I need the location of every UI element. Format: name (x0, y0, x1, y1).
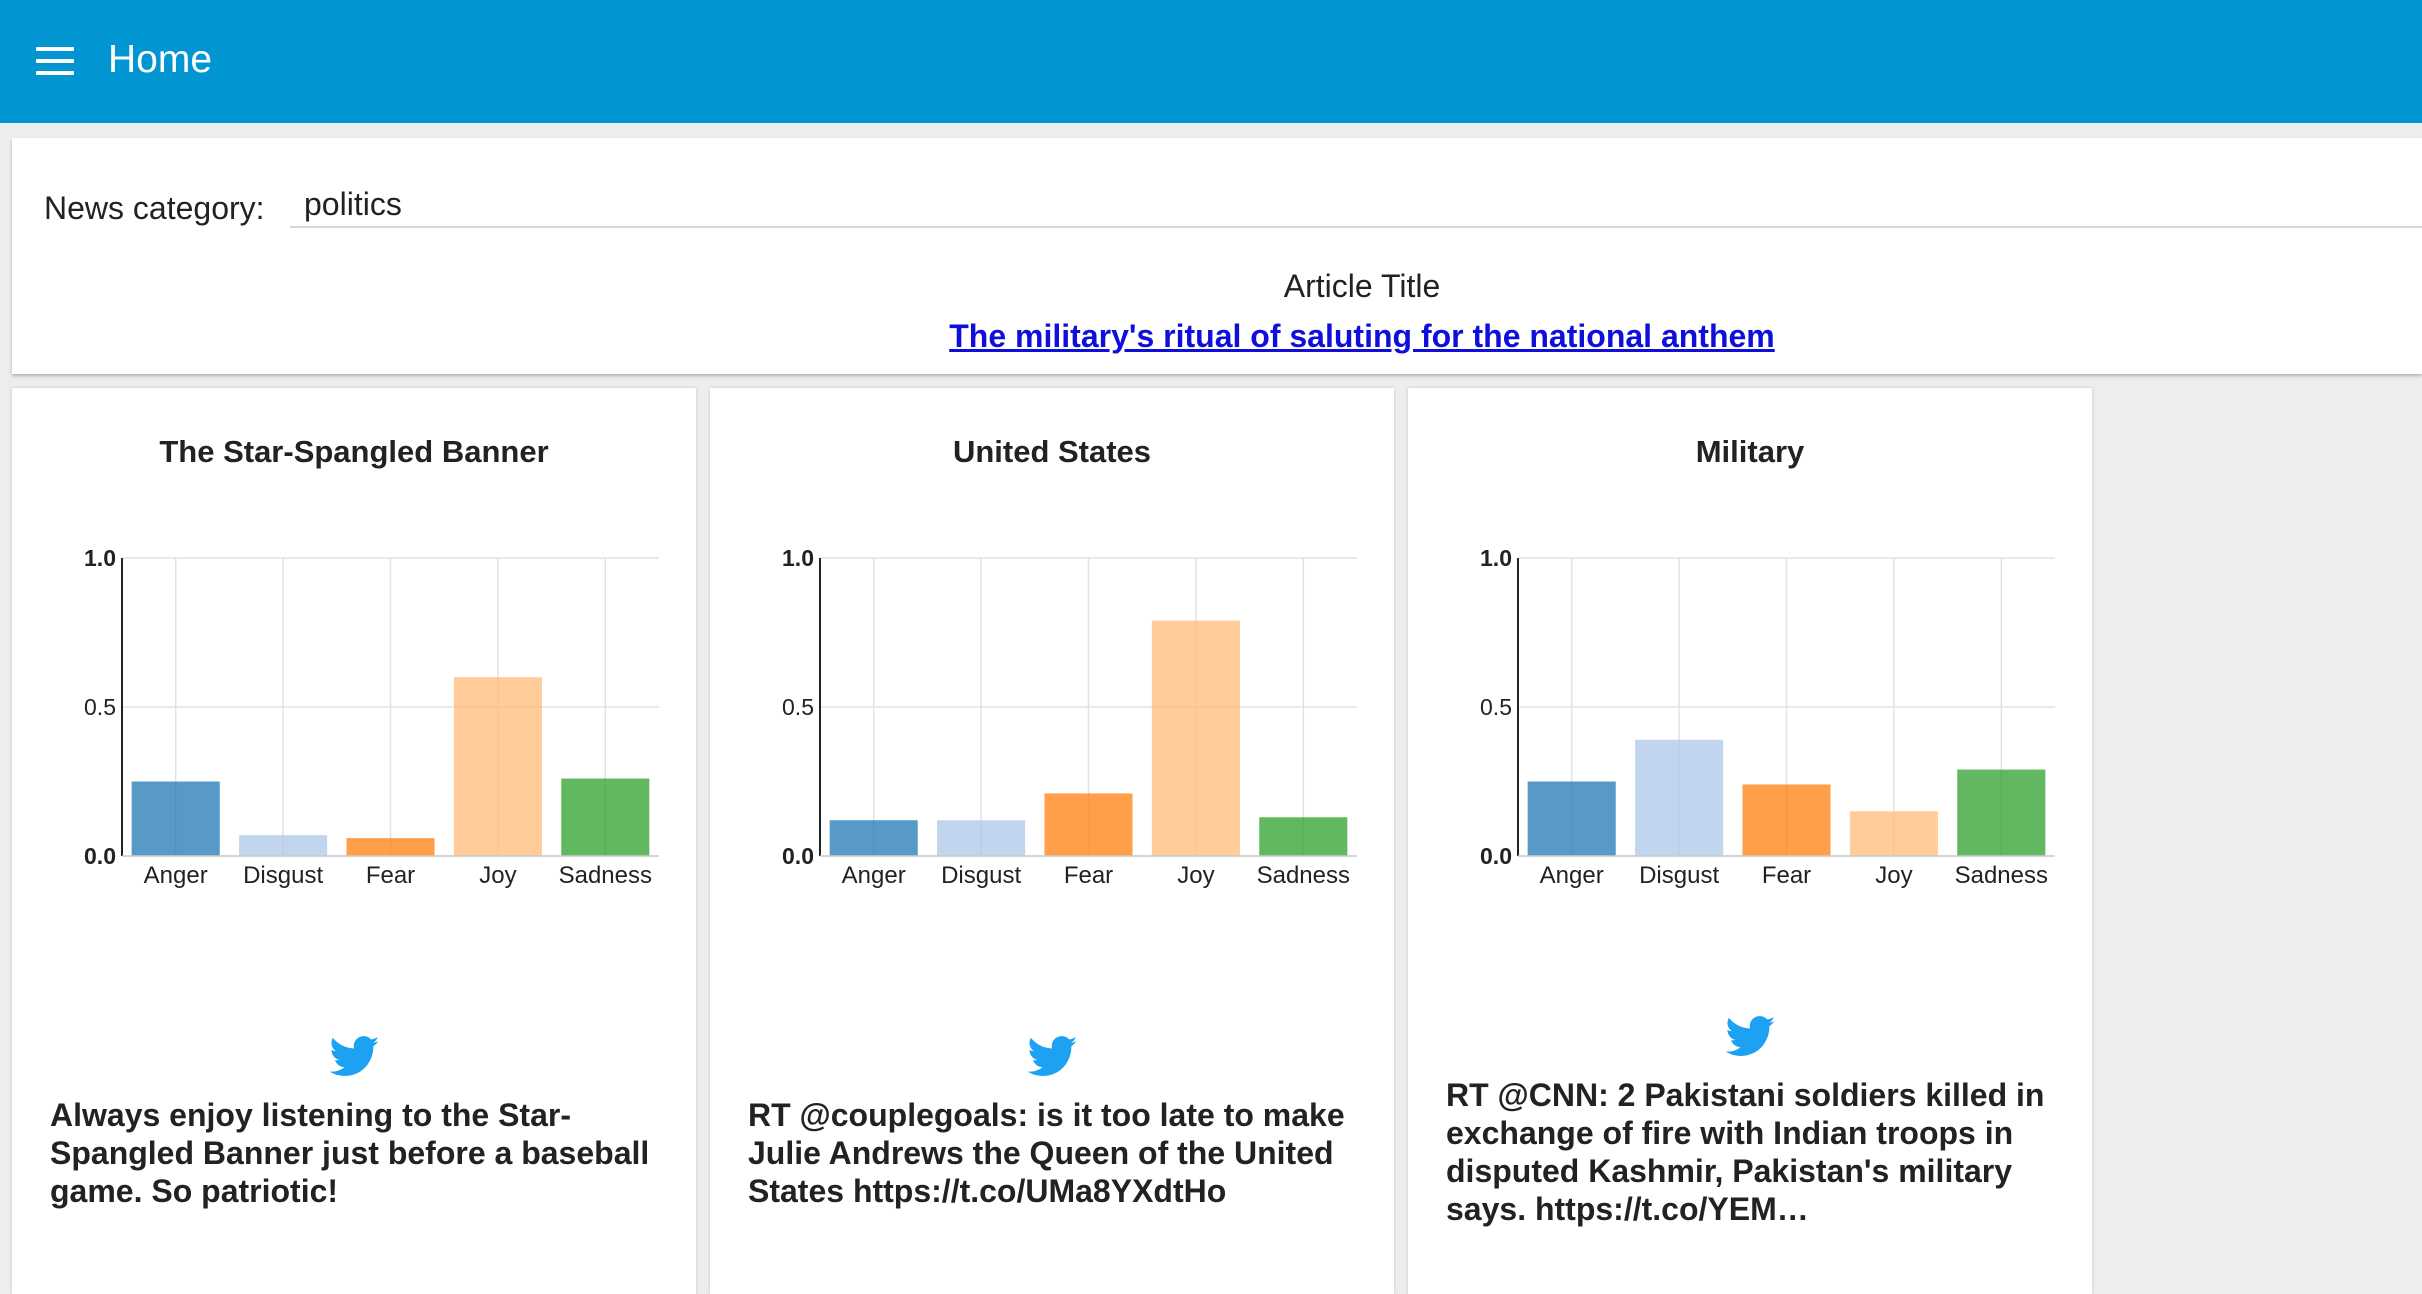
card-title: United States (952, 434, 1152, 469)
bar-joy[interactable] (453, 677, 542, 856)
x-tick-label: Sadness (1955, 862, 2048, 889)
x-tick-label: Joy (1177, 862, 1214, 889)
x-tick-label: Sadness (1257, 862, 1350, 889)
y-tick-label: 1.0 (782, 545, 814, 571)
article-title-link[interactable]: The military's ritual of saluting for th… (949, 318, 1775, 354)
y-tick-label: 0.5 (782, 694, 814, 720)
y-tick-label: 1.0 (1480, 545, 1512, 571)
bar-joy[interactable] (1151, 620, 1240, 856)
x-tick-label: Disgust (1639, 862, 1719, 889)
news-category-label: News category: (44, 190, 265, 226)
app-title: Home (108, 38, 213, 81)
article-title-heading: Article Title (1283, 268, 1441, 304)
hamburger-menu-icon[interactable] (36, 47, 74, 75)
x-tick-label: Anger (842, 862, 906, 889)
bar-disgust[interactable] (239, 835, 328, 856)
news-category-input[interactable] (290, 182, 2422, 228)
entity-card: The Star-Spangled Banner 0.0 0.5 1.0 Anger D… (12, 388, 696, 1294)
bar-fear[interactable] (1742, 784, 1831, 856)
y-tick-label: 0.0 (84, 843, 116, 869)
x-tick-label: Disgust (243, 862, 323, 889)
x-tick-label: Fear (1762, 862, 1811, 889)
x-tick-label: Anger (144, 862, 208, 889)
entity-card: United States 0.0 0.5 1.0 Anger Disgust Fear J… (710, 388, 1394, 1294)
x-tick-label: Disgust (941, 862, 1021, 889)
twitter-bird-icon (330, 1036, 380, 1076)
tweet-text: RT @CNN: 2 Pakistani soldiers killed in … (1446, 1077, 2045, 1227)
emotion-bar-chart: 0.0 0.5 1.0 Anger Disgust Fear Joy Sadness (1480, 545, 2055, 889)
bar-sadness[interactable] (1259, 817, 1348, 856)
y-tick-label: 0.0 (1480, 843, 1512, 869)
x-tick-label: Sadness (559, 862, 652, 889)
bar-fear[interactable] (346, 838, 435, 856)
tweet-text: Always enjoy listening to the Star-Spang… (50, 1097, 650, 1209)
y-tick-label: 0.5 (1480, 694, 1512, 720)
twitter-bird-icon (1028, 1036, 1078, 1076)
twitter-bird-icon (1726, 1016, 1776, 1056)
article-header-card: News category: Article Title The militar… (12, 138, 2422, 374)
y-tick-label: 0.0 (782, 843, 814, 869)
emotion-bar-chart: 0.0 0.5 1.0 Anger Disgust Fear Joy Sadness (84, 545, 659, 889)
card-title: The Star-Spangled Banner (159, 434, 549, 469)
bar-fear[interactable] (1044, 793, 1133, 856)
entity-card: Military 0.0 0.5 1.0 Anger Disgust Fear Joy Sad… (1408, 388, 2092, 1294)
bar-disgust[interactable] (937, 820, 1026, 856)
app-bar: Home (0, 0, 2422, 123)
bar-anger[interactable] (829, 820, 918, 856)
bar-joy[interactable] (1849, 811, 1938, 856)
x-tick-label: Anger (1540, 862, 1604, 889)
bar-anger[interactable] (131, 781, 220, 857)
bar-disgust[interactable] (1635, 739, 1724, 856)
x-tick-label: Fear (1064, 862, 1113, 889)
bar-sadness[interactable] (561, 778, 650, 856)
x-tick-label: Joy (1875, 862, 1912, 889)
tweet-text: RT @couplegoals: is it too late to make … (748, 1097, 1345, 1209)
x-tick-label: Joy (479, 862, 516, 889)
bar-sadness[interactable] (1957, 769, 2046, 856)
emotion-bar-chart: 0.0 0.5 1.0 Anger Disgust Fear Joy Sadness (782, 545, 1357, 889)
y-tick-label: 0.5 (84, 694, 116, 720)
x-tick-label: Fear (366, 862, 415, 889)
card-title: Military (1695, 434, 1805, 469)
bar-anger[interactable] (1527, 781, 1616, 857)
y-tick-label: 1.0 (84, 545, 116, 571)
